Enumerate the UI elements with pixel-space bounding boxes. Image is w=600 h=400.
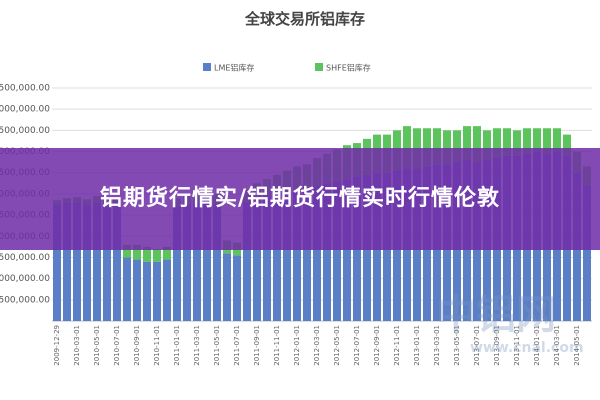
y-tick-label: 500,000.00 [0, 295, 50, 305]
y-tick-label: 1,000,000.00 [0, 274, 50, 284]
bar [313, 185, 321, 321]
bar [203, 202, 211, 321]
x-tick-label: 2012-03-01 [313, 325, 321, 366]
x-tick-label: 2013-01-01 [413, 325, 421, 366]
x-tick-label: 2010-07-01 [113, 325, 121, 366]
legend-swatch [203, 63, 211, 71]
bar [473, 126, 481, 163]
bar [193, 202, 201, 321]
bar [83, 204, 91, 321]
x-tick-label: 2010-05-01 [93, 325, 101, 366]
x-tick-label: 2011-01-01 [173, 325, 181, 366]
bar [153, 261, 161, 321]
x-tick-label: 2014-01-01 [533, 325, 541, 366]
x-tick-label: 2012-11-01 [393, 325, 401, 366]
x-tick-label: 2013-05-01 [453, 325, 461, 366]
bar [133, 259, 141, 321]
bar [323, 183, 331, 321]
chart-title: 全球交易所铝库存 [244, 10, 365, 28]
bar [283, 191, 291, 321]
y-tick-label: 5,500,000.00 [0, 84, 50, 94]
bar [303, 189, 311, 321]
bar [183, 204, 191, 321]
y-tick-label: 1,500,000.00 [0, 253, 50, 263]
bar [73, 202, 81, 321]
x-tick-label: 2011-07-01 [233, 325, 241, 366]
x-tick-label: 2011-09-01 [253, 325, 261, 366]
x-tick-label: 2012-01-01 [293, 325, 301, 366]
legend-swatch [315, 63, 323, 71]
x-tick-label: 2011-03-01 [193, 325, 201, 366]
bar [523, 128, 531, 154]
bar [513, 130, 521, 156]
bar [293, 189, 301, 321]
x-tick-label: 2012-05-01 [333, 325, 341, 366]
bar [133, 244, 141, 260]
bar [443, 130, 451, 165]
x-tick-label: 2013-07-01 [473, 325, 481, 366]
watermark-logo: 中铝网 [436, 292, 556, 338]
banner-text: 铝期货行情实/铝期货行情实时行情伦敦 [99, 186, 501, 211]
bar [343, 179, 351, 321]
bar [93, 202, 101, 321]
bar [453, 130, 461, 163]
banner: 铝期货行情实/铝期货行情实时行情伦敦 [0, 148, 600, 250]
bar [123, 257, 131, 321]
x-tick-label: 2013-11-01 [513, 325, 521, 366]
bar [163, 246, 171, 260]
bar [563, 134, 571, 156]
bar [423, 128, 431, 167]
x-tick-label: 2014-03-01 [553, 325, 561, 366]
bar [333, 181, 341, 321]
x-tick-label: 2012-09-01 [373, 325, 381, 366]
watermark-url: www.cnal.com [470, 340, 584, 356]
y-tick-label: 4,500,000.00 [0, 126, 50, 136]
bar [233, 255, 241, 321]
x-tick-label: 2013-03-01 [433, 325, 441, 366]
bar [103, 206, 111, 321]
legend-label: LME铝库存 [214, 63, 254, 73]
bar [503, 128, 511, 156]
bar [143, 246, 151, 262]
legend-label: SHFE铝库存 [326, 63, 371, 73]
bar [213, 204, 221, 321]
bar [533, 128, 541, 152]
x-tick-label: 2011-11-01 [273, 325, 281, 366]
bar [253, 198, 261, 321]
bar [463, 126, 471, 161]
bar [143, 261, 151, 321]
x-tick-label: 2009-12-29 [53, 325, 61, 366]
bar [273, 193, 281, 321]
y-tick-label: 5,000,000.00 [0, 105, 50, 115]
bar [123, 244, 131, 258]
bar [243, 202, 251, 321]
bar [153, 248, 161, 262]
bar [583, 185, 591, 321]
bar [403, 126, 411, 169]
x-tick-label: 2012-07-01 [353, 325, 361, 366]
x-tick-label: 2014-05-01 [573, 325, 581, 366]
bar [63, 202, 71, 321]
bar [113, 206, 121, 321]
x-tick-label: 2010-09-01 [133, 325, 141, 366]
bar [553, 128, 561, 152]
bar [223, 253, 231, 321]
bar [263, 196, 271, 321]
bar [53, 204, 61, 321]
bar [483, 130, 491, 161]
bar [433, 128, 441, 165]
x-tick-label: 2010-03-01 [73, 325, 81, 366]
bar [163, 259, 171, 321]
bar [543, 128, 551, 154]
x-tick-label: 2013-09-01 [493, 325, 501, 366]
x-tick-label: 2011-05-01 [213, 325, 221, 366]
bar [173, 206, 181, 321]
bar [493, 128, 501, 158]
x-tick-label: 2010-11-01 [153, 325, 161, 366]
